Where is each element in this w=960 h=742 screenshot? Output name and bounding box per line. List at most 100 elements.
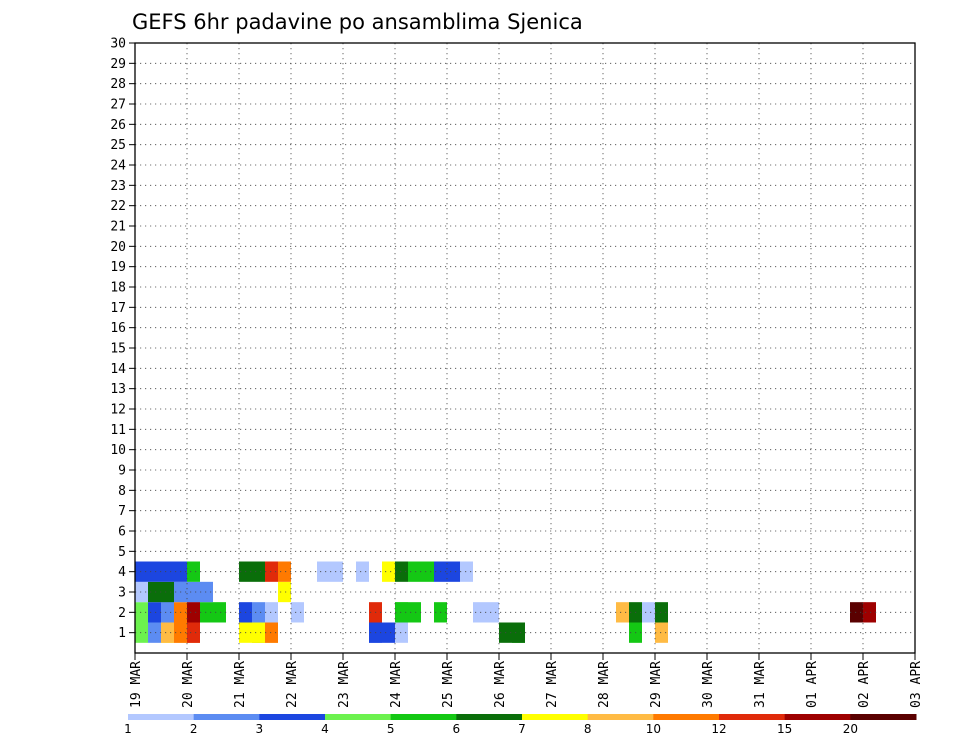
x-tick-label: 20 MAR bbox=[181, 661, 196, 708]
colorbar-label: 15 bbox=[777, 722, 792, 736]
colorbar-label: 7 bbox=[518, 722, 526, 736]
x-tick-label: 27 MAR bbox=[545, 661, 560, 708]
heatmap-cell bbox=[187, 602, 200, 623]
heatmap-cell bbox=[148, 622, 161, 643]
colorbar-label: 3 bbox=[256, 722, 264, 736]
heatmap-cell bbox=[473, 602, 486, 623]
heatmap-cell bbox=[161, 581, 174, 603]
heatmap-cell bbox=[356, 561, 369, 582]
x-tick-label: 23 MAR bbox=[337, 661, 352, 708]
y-tick-label: 7 bbox=[118, 504, 126, 519]
y-tick-label: 27 bbox=[110, 98, 126, 113]
x-tick-label: 19 MAR bbox=[129, 661, 144, 708]
y-tick-label: 26 bbox=[110, 118, 126, 133]
heatmap-cell bbox=[213, 602, 226, 623]
heatmap-cell bbox=[408, 602, 421, 623]
colorbar-label: 8 bbox=[584, 722, 592, 736]
colorbar-label: 12 bbox=[711, 722, 726, 736]
heatmap-cell bbox=[421, 561, 434, 582]
colorbar-segment bbox=[456, 714, 523, 720]
x-tick-label: 03 APR bbox=[909, 661, 924, 708]
heatmap-cell bbox=[278, 581, 291, 603]
colorbar-segment bbox=[653, 714, 720, 720]
heatmap-cell bbox=[655, 602, 668, 623]
y-tick-label: 6 bbox=[118, 525, 126, 540]
heatmap-cell bbox=[863, 602, 876, 623]
heatmap-cell bbox=[447, 561, 460, 582]
heatmap-cell bbox=[616, 602, 629, 623]
y-tick-label: 17 bbox=[110, 301, 126, 316]
y-tick-label: 20 bbox=[110, 240, 126, 255]
heatmap-cell bbox=[252, 622, 265, 643]
heatmap-cell bbox=[148, 602, 161, 623]
heatmap-cell bbox=[512, 622, 525, 643]
colorbar-label: 5 bbox=[387, 722, 395, 736]
x-tick-label: 29 MAR bbox=[649, 661, 664, 708]
y-tick-label: 16 bbox=[110, 321, 126, 336]
y-tick-label: 24 bbox=[110, 159, 126, 174]
y-tick-label: 23 bbox=[110, 179, 126, 194]
heatmap-cell bbox=[161, 602, 174, 623]
y-tick-label: 28 bbox=[110, 77, 126, 92]
y-tick-label: 1 bbox=[118, 626, 126, 641]
colorbar-segment bbox=[522, 714, 589, 720]
heatmap-cell bbox=[148, 561, 161, 582]
heatmap-cell bbox=[395, 622, 408, 643]
colorbar-segment bbox=[259, 714, 326, 720]
heatmap-cell bbox=[135, 561, 148, 582]
y-tick-label: 21 bbox=[110, 220, 126, 235]
y-tick-label: 19 bbox=[110, 260, 126, 275]
chart-grid bbox=[135, 42, 915, 653]
heatmap-cell bbox=[200, 581, 213, 603]
y-tick-label: 8 bbox=[118, 484, 126, 499]
colorbar-segment bbox=[850, 714, 917, 720]
heatmap-cell bbox=[135, 581, 148, 603]
x-tick-label: 28 MAR bbox=[597, 661, 612, 708]
heatmap-cell bbox=[382, 622, 395, 643]
y-tick-label: 29 bbox=[110, 57, 126, 72]
heatmap-cell bbox=[291, 602, 304, 623]
heatmap-cells bbox=[135, 561, 876, 643]
x-tick-label: 26 MAR bbox=[493, 661, 508, 708]
heatmap-cell bbox=[460, 561, 473, 582]
heatmap-cell bbox=[161, 561, 174, 582]
y-tick-label: 11 bbox=[110, 423, 126, 438]
y-tick-label: 9 bbox=[118, 464, 126, 479]
y-tick-label: 4 bbox=[118, 565, 126, 580]
colorbar-label: 4 bbox=[321, 722, 329, 736]
chart-title: GEFS 6hr padavine po ansamblima Sjenica bbox=[132, 10, 583, 34]
y-tick-label: 10 bbox=[110, 443, 126, 458]
y-tick-label: 25 bbox=[110, 138, 126, 153]
heatmap-cell bbox=[148, 581, 161, 603]
heatmap-cell bbox=[486, 602, 499, 623]
heatmap-cell bbox=[382, 561, 395, 582]
x-tick-label: 21 MAR bbox=[233, 661, 248, 708]
x-tick-label: 01 APR bbox=[805, 661, 820, 708]
heatmap-cell bbox=[135, 602, 148, 623]
y-tick-label: 15 bbox=[110, 342, 126, 357]
colorbar-segment bbox=[719, 714, 786, 720]
x-tick-label: 25 MAR bbox=[441, 661, 456, 708]
heatmap-cell bbox=[395, 561, 408, 582]
heatmap-cell bbox=[330, 561, 343, 582]
colorbar-label: 2 bbox=[190, 722, 198, 736]
heatmap-cell bbox=[265, 622, 278, 643]
heatmap-cell bbox=[655, 622, 668, 643]
heatmap-cell bbox=[200, 602, 213, 623]
colorbar-label: 1 bbox=[124, 722, 132, 736]
y-tick-label: 30 bbox=[110, 37, 126, 52]
y-axis: 1234567891011121314151617181920212223242… bbox=[110, 37, 135, 641]
y-tick-label: 14 bbox=[110, 362, 126, 377]
heatmap-cell bbox=[187, 561, 200, 582]
heatmap-cell bbox=[850, 602, 863, 623]
colorbar: 1 2 3 4 5 6 7 8 10 12 15 20 bbox=[124, 714, 917, 736]
heatmap-cell bbox=[187, 581, 200, 603]
heatmap-cell bbox=[265, 561, 278, 582]
colorbar-segment bbox=[193, 714, 260, 720]
heatmap-cell bbox=[395, 602, 408, 623]
x-tick-label: 22 MAR bbox=[285, 661, 300, 708]
x-axis: 19 MAR 20 MAR 21 MAR 22 MAR 23 MAR 24 MAR 25 M… bbox=[129, 653, 924, 708]
x-tick-label: 24 MAR bbox=[389, 661, 404, 708]
y-tick-label: 2 bbox=[118, 606, 126, 621]
